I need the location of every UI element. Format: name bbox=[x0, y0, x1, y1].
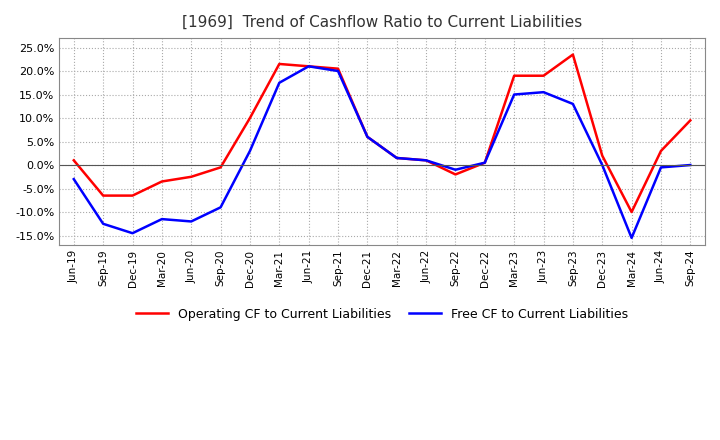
Operating CF to Current Liabilities bbox=[69, 158, 78, 163]
Free CF to Current Liabilities bbox=[363, 134, 372, 139]
Operating CF to Current Liabilities bbox=[627, 209, 636, 215]
Operating CF to Current Liabilities bbox=[510, 73, 518, 78]
Operating CF to Current Liabilities bbox=[363, 134, 372, 139]
Legend: Operating CF to Current Liabilities, Free CF to Current Liabilities: Operating CF to Current Liabilities, Fre… bbox=[131, 303, 633, 326]
Operating CF to Current Liabilities bbox=[480, 160, 489, 165]
Free CF to Current Liabilities bbox=[392, 155, 401, 161]
Free CF to Current Liabilities bbox=[569, 101, 577, 106]
Operating CF to Current Liabilities bbox=[158, 179, 166, 184]
Free CF to Current Liabilities bbox=[539, 89, 548, 95]
Free CF to Current Liabilities bbox=[451, 167, 460, 172]
Operating CF to Current Liabilities bbox=[392, 155, 401, 161]
Free CF to Current Liabilities bbox=[627, 235, 636, 241]
Free CF to Current Liabilities bbox=[216, 205, 225, 210]
Free CF to Current Liabilities bbox=[128, 231, 137, 236]
Operating CF to Current Liabilities bbox=[305, 64, 313, 69]
Free CF to Current Liabilities bbox=[305, 64, 313, 69]
Operating CF to Current Liabilities bbox=[275, 61, 284, 66]
Free CF to Current Liabilities bbox=[99, 221, 107, 227]
Operating CF to Current Liabilities bbox=[246, 115, 254, 121]
Line: Operating CF to Current Liabilities: Operating CF to Current Liabilities bbox=[73, 55, 690, 212]
Free CF to Current Liabilities bbox=[275, 80, 284, 85]
Operating CF to Current Liabilities bbox=[216, 165, 225, 170]
Free CF to Current Liabilities bbox=[598, 162, 606, 168]
Operating CF to Current Liabilities bbox=[333, 66, 342, 71]
Operating CF to Current Liabilities bbox=[422, 158, 431, 163]
Operating CF to Current Liabilities bbox=[99, 193, 107, 198]
Free CF to Current Liabilities bbox=[510, 92, 518, 97]
Operating CF to Current Liabilities bbox=[187, 174, 196, 180]
Free CF to Current Liabilities bbox=[686, 162, 695, 168]
Operating CF to Current Liabilities bbox=[128, 193, 137, 198]
Operating CF to Current Liabilities bbox=[569, 52, 577, 57]
Free CF to Current Liabilities bbox=[480, 160, 489, 165]
Operating CF to Current Liabilities bbox=[451, 172, 460, 177]
Operating CF to Current Liabilities bbox=[657, 148, 665, 154]
Free CF to Current Liabilities bbox=[246, 148, 254, 154]
Operating CF to Current Liabilities bbox=[539, 73, 548, 78]
Title: [1969]  Trend of Cashflow Ratio to Current Liabilities: [1969] Trend of Cashflow Ratio to Curren… bbox=[182, 15, 582, 30]
Free CF to Current Liabilities bbox=[158, 216, 166, 222]
Free CF to Current Liabilities bbox=[187, 219, 196, 224]
Operating CF to Current Liabilities bbox=[686, 118, 695, 123]
Free CF to Current Liabilities bbox=[657, 165, 665, 170]
Free CF to Current Liabilities bbox=[422, 158, 431, 163]
Line: Free CF to Current Liabilities: Free CF to Current Liabilities bbox=[73, 66, 690, 238]
Free CF to Current Liabilities bbox=[69, 176, 78, 182]
Operating CF to Current Liabilities bbox=[598, 153, 606, 158]
Free CF to Current Liabilities bbox=[333, 68, 342, 73]
